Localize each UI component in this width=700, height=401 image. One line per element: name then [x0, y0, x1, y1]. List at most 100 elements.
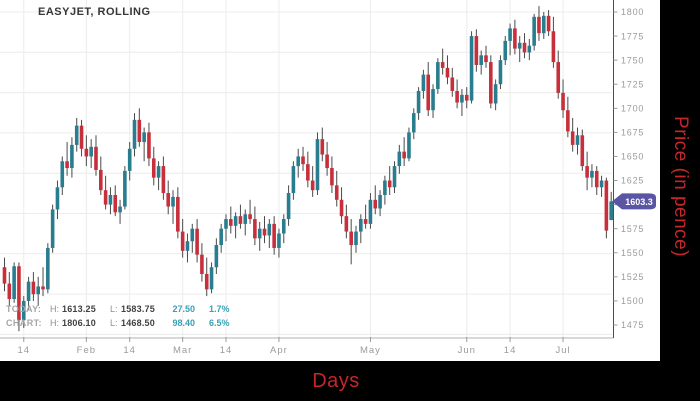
- candle-up: [503, 40, 508, 61]
- last-price-tag: [612, 193, 656, 210]
- candle-up: [286, 193, 291, 220]
- candle-down: [464, 94, 469, 101]
- candle-down: [330, 168, 334, 186]
- x-tick-label: 14: [17, 345, 30, 356]
- candle-down: [450, 77, 455, 91]
- candle-down: [17, 266, 21, 321]
- candle-down: [195, 228, 199, 255]
- candle-down: [306, 164, 310, 181]
- x-tick-label: 14: [220, 345, 233, 356]
- candle-down: [551, 31, 556, 63]
- candle-up: [609, 201, 613, 221]
- candle-up: [224, 219, 228, 229]
- candle-up: [315, 139, 320, 191]
- candle-up: [12, 266, 16, 299]
- candle-up: [89, 146, 93, 157]
- candle-down: [325, 154, 329, 169]
- candle-up: [383, 180, 387, 195]
- stat-label: TODAY:: [6, 304, 42, 314]
- candlestick-chart[interactable]: 14 Feb 14 Mar 14 Apr May Jun 14 Jul 1800 1775 1750 17…: [0, 0, 660, 361]
- x-tick-label: 14: [504, 345, 517, 356]
- candle-up: [21, 300, 26, 321]
- candle-down: [556, 62, 561, 93]
- candle-up: [50, 209, 55, 248]
- candle-up: [517, 42, 522, 49]
- candle-up: [407, 132, 411, 159]
- x-tick-label: Mar: [173, 345, 192, 356]
- x-tick-label: Jul: [555, 345, 570, 356]
- stat-high-key: H:: [50, 317, 59, 328]
- candle-up: [575, 135, 580, 145]
- candle-down: [474, 36, 479, 65]
- stats-panel: TODAY: H: 1613.25 L: 1583.75 27.50 1.7% …: [6, 303, 235, 330]
- candle-down: [440, 62, 445, 68]
- candle-down: [455, 90, 459, 103]
- candle-up: [209, 267, 214, 290]
- candle-up: [190, 228, 195, 242]
- candle-down: [113, 194, 118, 213]
- candle-up: [118, 206, 122, 213]
- y-tick-label: 1475: [621, 320, 644, 330]
- candle-down: [229, 219, 233, 226]
- y-tick-label: 1675: [621, 128, 644, 138]
- candle-up: [397, 151, 402, 167]
- candle-up: [590, 170, 594, 178]
- candle-up: [296, 156, 301, 167]
- y-tick-label: 1775: [621, 31, 644, 41]
- candle-up: [421, 74, 426, 91]
- candle-down: [161, 166, 166, 194]
- candle-up: [108, 194, 113, 205]
- y-tick-label: 1750: [621, 55, 644, 65]
- y-axis-title: Price (in pence): [670, 115, 691, 258]
- candle-down: [310, 180, 315, 191]
- candle-down: [373, 199, 378, 209]
- candle-down: [320, 139, 325, 155]
- candle-down: [84, 148, 89, 157]
- candle-up: [378, 194, 382, 209]
- stat-change-value: 98.40: [172, 317, 195, 328]
- candle-up: [411, 113, 416, 133]
- candle-up: [55, 187, 60, 210]
- candle-up: [70, 144, 74, 169]
- candle-down: [561, 92, 565, 111]
- candle-down: [402, 151, 406, 159]
- candle-down: [31, 281, 36, 295]
- candle-up: [243, 214, 248, 224]
- candle-down: [585, 166, 589, 178]
- candle-up: [127, 148, 132, 171]
- candle-down: [580, 135, 585, 167]
- candle-up: [599, 180, 604, 188]
- candle-down: [166, 193, 171, 207]
- candle-up: [508, 28, 512, 41]
- candle-down: [570, 131, 575, 145]
- candle-up: [123, 170, 127, 207]
- candle-down: [79, 125, 84, 149]
- candle-down: [248, 214, 252, 220]
- candle-up: [214, 245, 219, 268]
- stat-change-percent: 6.5%: [209, 317, 230, 328]
- x-tick-label: 14: [123, 345, 136, 356]
- y-tick-label: 1625: [621, 176, 644, 186]
- candle-up: [26, 281, 31, 301]
- candle-up: [267, 223, 272, 236]
- y-tick-label: 1575: [621, 224, 644, 234]
- candle-up: [291, 166, 296, 194]
- stat-row-chart: CHART: H: 1806.10 L: 1468.50 98.40 6.5%: [6, 317, 235, 331]
- candle-up: [185, 241, 190, 251]
- candle-down: [180, 231, 185, 251]
- candle-up: [527, 45, 532, 53]
- y-tick-label: 1500: [621, 296, 644, 306]
- candle-down: [344, 216, 349, 232]
- candle-down: [387, 180, 392, 188]
- candle-down: [103, 190, 108, 205]
- candle-up: [74, 125, 79, 145]
- y-tick-label: 1725: [621, 79, 644, 89]
- candle-down: [65, 161, 69, 169]
- candle-up: [368, 199, 373, 224]
- candle-up: [156, 166, 161, 178]
- candle-up: [142, 132, 146, 143]
- candle-up: [498, 60, 503, 85]
- candle-up: [359, 219, 363, 232]
- candle-down: [2, 267, 7, 284]
- y-tick-label: 1650: [621, 152, 644, 162]
